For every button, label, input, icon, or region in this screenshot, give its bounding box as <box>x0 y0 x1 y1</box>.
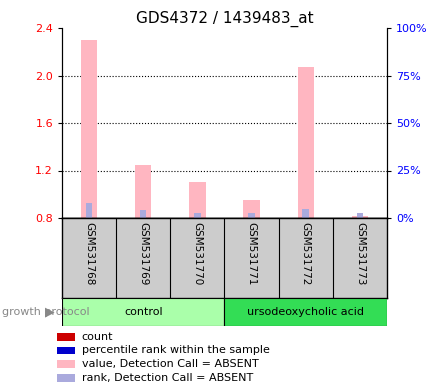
Text: GSM531768: GSM531768 <box>84 222 94 285</box>
Text: count: count <box>82 332 113 342</box>
Bar <box>57 333 75 341</box>
Text: rank, Detection Call = ABSENT: rank, Detection Call = ABSENT <box>82 373 252 383</box>
Bar <box>189 182 205 218</box>
Bar <box>243 200 259 218</box>
Bar <box>194 213 200 218</box>
Text: GSM531772: GSM531772 <box>300 222 310 285</box>
Bar <box>140 210 146 218</box>
Bar <box>356 213 362 218</box>
Bar <box>81 40 97 218</box>
Text: ursodeoxycholic acid: ursodeoxycholic acid <box>247 307 363 317</box>
Text: growth protocol: growth protocol <box>2 307 89 317</box>
Bar <box>135 165 151 218</box>
Bar <box>248 213 254 218</box>
Text: value, Detection Call = ABSENT: value, Detection Call = ABSENT <box>82 359 258 369</box>
Title: GDS4372 / 1439483_at: GDS4372 / 1439483_at <box>135 10 313 26</box>
Bar <box>297 67 313 218</box>
Text: percentile rank within the sample: percentile rank within the sample <box>82 346 269 356</box>
Bar <box>57 374 75 382</box>
Text: GSM531769: GSM531769 <box>138 222 148 285</box>
Text: GSM531770: GSM531770 <box>192 222 202 285</box>
Bar <box>86 203 92 218</box>
Bar <box>302 209 308 218</box>
Text: GSM531773: GSM531773 <box>354 222 364 285</box>
Bar <box>351 216 367 218</box>
Text: control: control <box>124 307 162 317</box>
Bar <box>224 298 386 326</box>
Bar <box>62 298 224 326</box>
Text: GSM531771: GSM531771 <box>246 222 256 285</box>
Bar <box>57 360 75 368</box>
Text: ▶: ▶ <box>45 306 54 318</box>
Bar <box>57 347 75 354</box>
